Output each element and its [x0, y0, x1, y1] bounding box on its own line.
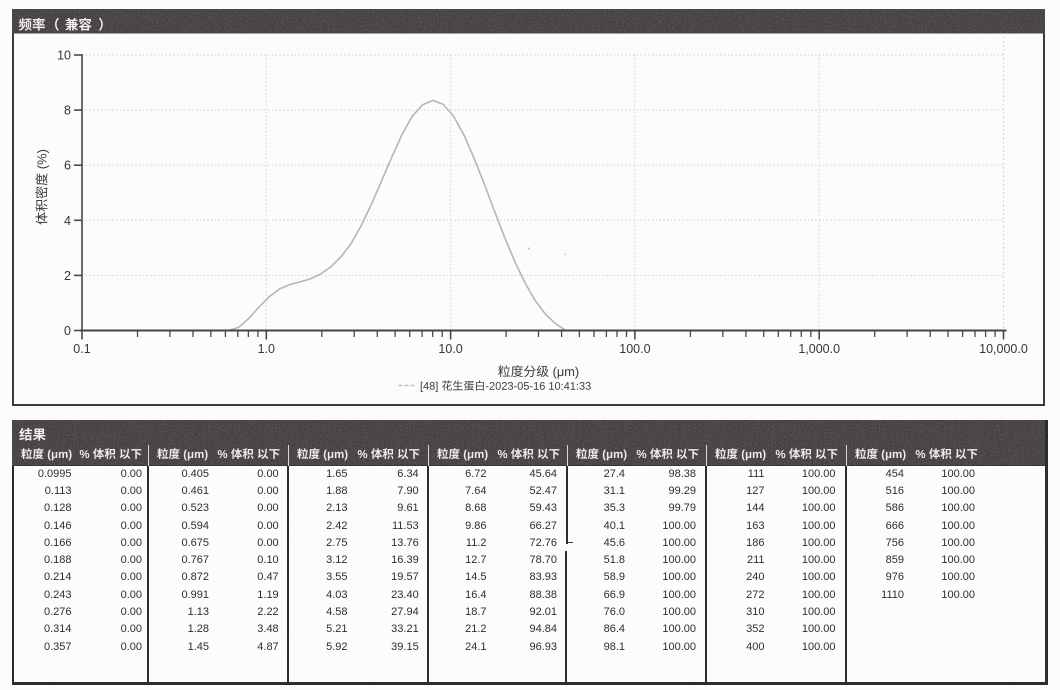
svg-text:4: 4: [64, 214, 71, 228]
svg-text:8: 8: [64, 104, 71, 118]
svg-text:100.0: 100.0: [619, 342, 650, 356]
svg-text:2: 2: [64, 269, 71, 283]
svg-text:10,000.0: 10,000.0: [979, 342, 1028, 356]
svg-text:10.0: 10.0: [438, 342, 462, 356]
svg-text:0: 0: [64, 324, 71, 338]
svg-text:10: 10: [57, 49, 71, 63]
svg-text:1.0: 1.0: [258, 342, 275, 356]
svg-text:1,000.0: 1,000.0: [798, 342, 840, 356]
svg-text:6: 6: [64, 159, 71, 173]
svg-text:0.1: 0.1: [73, 342, 90, 356]
